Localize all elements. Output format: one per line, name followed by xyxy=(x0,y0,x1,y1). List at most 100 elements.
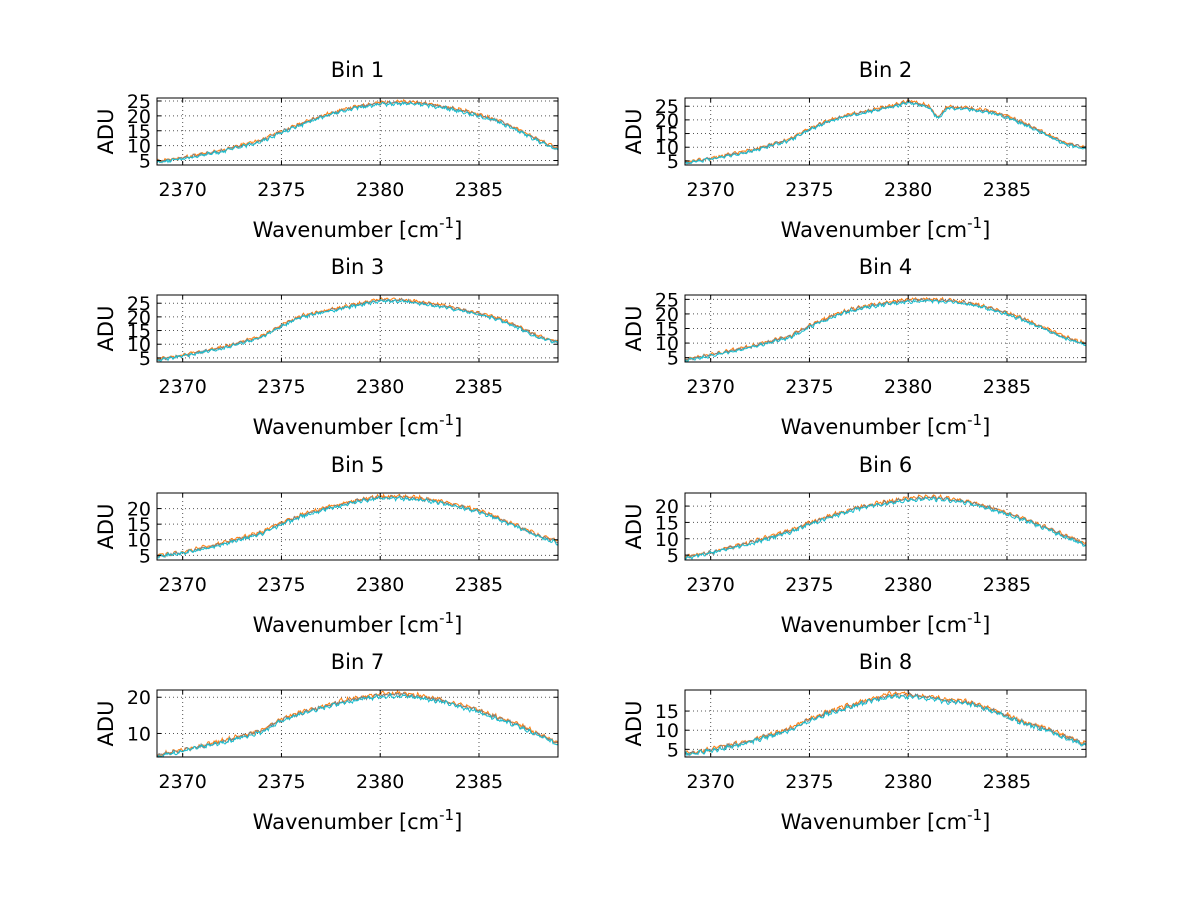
series-line-3 xyxy=(156,298,559,362)
x-tick-label: 2375 xyxy=(785,376,833,398)
x-tick-label: 2380 xyxy=(884,771,932,793)
x-axis-label: Wavenumber [cm-1] xyxy=(781,806,991,834)
x-tick-label: 2370 xyxy=(687,376,735,398)
y-tick-label: 10 xyxy=(127,723,151,745)
x-tick-label: 2370 xyxy=(687,179,735,201)
series-line-3 xyxy=(684,694,1087,757)
y-tick-label: 20 xyxy=(127,687,151,709)
subplot-7: Bin 7 2370 2375 2380 2385 10 20 Wavenumber [cm-… xyxy=(94,650,559,834)
series-line-2 xyxy=(156,297,559,362)
y-tick-label: 25 xyxy=(127,91,151,113)
y-tick-label: 20 xyxy=(655,110,679,132)
y-tick-label: 25 xyxy=(127,293,151,315)
series-line-3 xyxy=(156,692,559,758)
x-tick-label: 2370 xyxy=(687,771,735,793)
y-axis-label: ADU xyxy=(622,701,646,747)
y-tick-label: 5 xyxy=(667,348,679,370)
series-line-2 xyxy=(684,495,1087,560)
y-tick-label: 10 xyxy=(655,720,679,742)
axes-frame xyxy=(156,294,559,363)
axes-frame xyxy=(156,97,559,166)
x-axis-label: Wavenumber [cm-1] xyxy=(253,806,463,834)
x-axis-label: Wavenumber [cm-1] xyxy=(253,214,463,242)
y-tick-label: 20 xyxy=(127,307,151,329)
series-line-3 xyxy=(684,298,1087,362)
y-tick-label: 20 xyxy=(655,304,679,326)
x-tick-label: 2380 xyxy=(884,179,932,201)
x-tick-label: 2375 xyxy=(785,771,833,793)
x-tick-label: 2370 xyxy=(159,179,207,201)
y-tick-label: 25 xyxy=(655,96,679,118)
subplot-title: Bin 6 xyxy=(859,453,913,477)
series-line-3 xyxy=(156,495,559,559)
y-tick-label: 5 xyxy=(139,545,151,567)
y-tick-label: 5 xyxy=(667,545,679,567)
series-line-2 xyxy=(684,691,1087,757)
x-tick-label: 2380 xyxy=(356,179,404,201)
subplot-title: Bin 8 xyxy=(859,650,913,674)
x-tick-label: 2380 xyxy=(884,574,932,596)
y-axis-label: ADU xyxy=(94,306,118,352)
y-tick-label: 15 xyxy=(655,319,679,341)
subplot-title: Bin 5 xyxy=(331,453,385,477)
series-line-1 xyxy=(685,99,1087,163)
x-axis-label: Wavenumber [cm-1] xyxy=(781,609,991,637)
y-tick-label: 15 xyxy=(127,514,151,536)
x-tick-label: 2375 xyxy=(257,574,305,596)
y-tick-label: 5 xyxy=(667,151,679,173)
subplot-title: Bin 7 xyxy=(331,650,385,674)
axes-frame xyxy=(684,492,1087,561)
x-tick-label: 2375 xyxy=(785,179,833,201)
axes-frame xyxy=(156,689,559,758)
series-line-3 xyxy=(156,101,559,164)
y-tick-label: 15 xyxy=(655,512,679,534)
x-tick-label: 2385 xyxy=(983,771,1031,793)
x-tick-label: 2380 xyxy=(356,771,404,793)
series-line-3 xyxy=(684,101,1087,165)
y-axis-label: ADU xyxy=(94,701,118,747)
x-tick-label: 2370 xyxy=(159,376,207,398)
y-tick-label: 15 xyxy=(655,124,679,146)
x-tick-label: 2385 xyxy=(983,179,1031,201)
y-tick-label: 25 xyxy=(655,289,679,311)
x-tick-label: 2375 xyxy=(785,574,833,596)
x-tick-label: 2375 xyxy=(257,179,305,201)
y-axis-label: ADU xyxy=(622,109,646,155)
subplot-title: Bin 3 xyxy=(331,255,385,279)
x-tick-label: 2385 xyxy=(455,771,503,793)
y-tick-label: 10 xyxy=(655,529,679,551)
subplot-title: Bin 2 xyxy=(859,58,913,82)
y-tick-label: 5 xyxy=(139,348,151,370)
x-axis-label: Wavenumber [cm-1] xyxy=(781,411,991,439)
series-line-1 xyxy=(156,493,559,557)
x-tick-label: 2375 xyxy=(257,771,305,793)
y-tick-label: 10 xyxy=(127,530,151,552)
axes-frame xyxy=(684,689,1087,758)
series-line-1 xyxy=(156,99,559,163)
y-tick-label: 5 xyxy=(667,739,679,761)
x-tick-label: 2380 xyxy=(884,376,932,398)
x-tick-label: 2370 xyxy=(687,574,735,596)
y-tick-label: 10 xyxy=(127,334,151,356)
x-tick-label: 2385 xyxy=(455,574,503,596)
y-axis-label: ADU xyxy=(94,109,118,155)
x-axis-label: Wavenumber [cm-1] xyxy=(781,214,991,242)
x-tick-label: 2385 xyxy=(983,376,1031,398)
axes-frame xyxy=(684,97,1087,166)
x-axis-label: Wavenumber [cm-1] xyxy=(253,411,463,439)
y-tick-label: 15 xyxy=(655,701,679,723)
x-tick-label: 2370 xyxy=(159,771,207,793)
y-tick-label: 10 xyxy=(655,333,679,355)
y-tick-label: 5 xyxy=(139,151,151,173)
axes-frame xyxy=(156,492,559,561)
x-tick-label: 2375 xyxy=(257,376,305,398)
subplot-title: Bin 4 xyxy=(859,255,913,279)
